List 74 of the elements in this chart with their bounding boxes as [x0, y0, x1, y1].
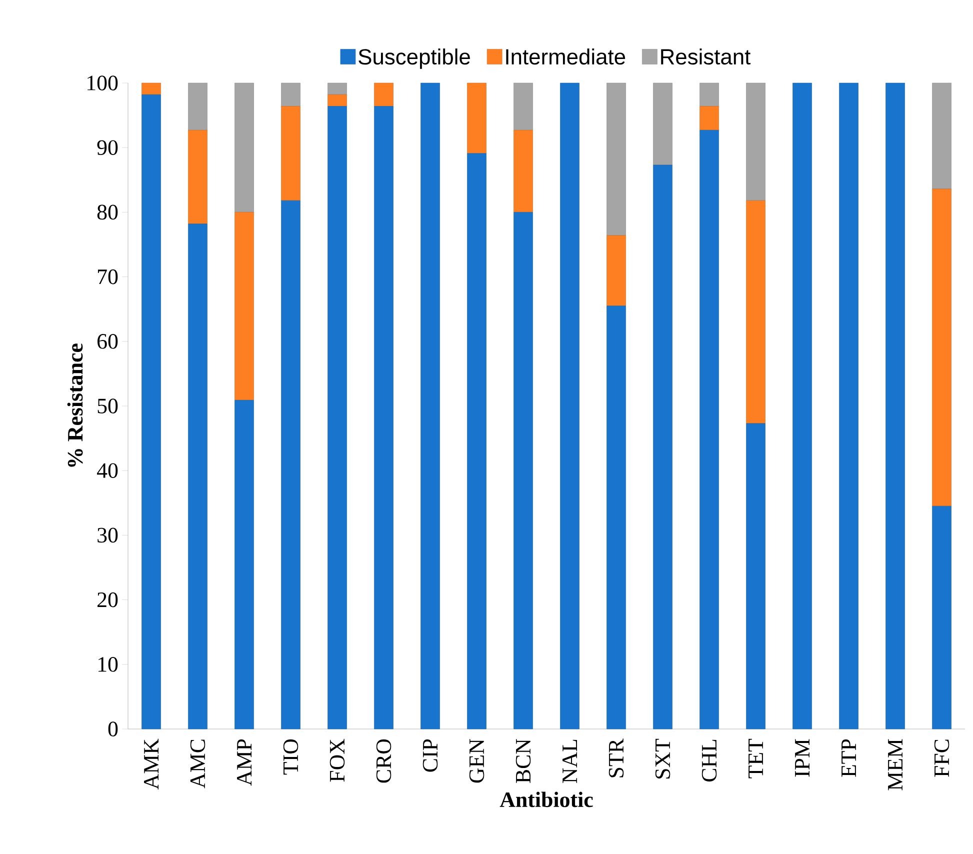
bar	[374, 106, 394, 730]
x-tick-label: GEN	[469, 739, 484, 783]
bar	[746, 200, 766, 424]
y-tick-label: 70	[98, 269, 118, 284]
x-tick-label: FOX	[330, 738, 345, 782]
x-tick-label: CRO	[376, 739, 392, 783]
bar	[281, 200, 300, 730]
y-tick-label: 20	[98, 592, 118, 608]
bar	[746, 82, 766, 201]
bar	[467, 153, 486, 730]
bar	[188, 224, 208, 730]
x-tick-label: TIO	[283, 739, 298, 775]
bar	[839, 82, 858, 730]
x-tick-label: BCN	[516, 739, 531, 783]
bar	[281, 106, 300, 201]
x-tick-label: SXT	[655, 738, 670, 778]
bar	[886, 82, 905, 730]
x-tick-label: CIP	[422, 739, 438, 772]
y-tick-label: 10	[98, 657, 118, 672]
bar	[374, 82, 394, 106]
bar	[234, 400, 254, 730]
y-tick-label: 30	[98, 528, 118, 543]
bar	[514, 82, 533, 130]
y-tick-label: 40	[96, 463, 118, 478]
x-tick-label: STR	[608, 738, 624, 778]
bar	[467, 82, 486, 154]
x-tick-label: FFC	[934, 740, 950, 777]
x-tick-label: TET	[748, 738, 763, 778]
x-tick-label: CHL	[702, 740, 717, 782]
x-tick-label: ETP	[842, 739, 856, 777]
x-axis-title: Antibiotic	[500, 792, 593, 808]
bar	[142, 94, 161, 730]
y-tick-label: 90	[97, 140, 118, 155]
bar	[188, 130, 208, 224]
y-tick-label: 50	[98, 398, 118, 414]
bar	[188, 82, 208, 130]
legend-label: Resistant	[661, 48, 751, 65]
legend-label: Susceptible	[358, 48, 470, 69]
bar	[700, 82, 719, 106]
bar	[932, 82, 952, 190]
bar	[234, 82, 254, 212]
bar	[700, 106, 719, 130]
bar	[700, 130, 719, 730]
bar	[932, 188, 952, 506]
bar	[328, 94, 347, 106]
bar	[514, 130, 533, 212]
bar	[328, 106, 347, 730]
bar	[142, 82, 161, 95]
bar	[234, 212, 254, 400]
x-tick-label: NAL	[562, 740, 577, 783]
bar	[932, 506, 952, 730]
bar	[606, 235, 626, 306]
bar	[420, 82, 440, 730]
x-tick-label: IPM	[795, 739, 810, 777]
bar	[606, 306, 626, 730]
bar	[653, 82, 672, 166]
bar	[746, 423, 766, 730]
bar	[560, 82, 580, 730]
y-tick-label: 60	[98, 334, 118, 349]
legend-label: Intermediate	[506, 48, 626, 65]
bar	[792, 82, 812, 730]
bar	[328, 82, 347, 95]
bar	[281, 82, 300, 106]
bar	[606, 82, 626, 236]
y-tick-label: 0	[108, 722, 118, 736]
x-tick-label: MEM	[888, 739, 902, 790]
x-tick-label: AMC	[190, 740, 206, 788]
bar	[514, 212, 533, 730]
x-tick-label: AMK	[144, 738, 158, 790]
y-axis-title: % Resistance	[67, 344, 83, 467]
bar	[653, 164, 672, 730]
y-tick-label: 80	[97, 204, 118, 220]
y-tick-label: 100	[88, 76, 118, 90]
x-tick-label: AMP	[237, 739, 252, 786]
